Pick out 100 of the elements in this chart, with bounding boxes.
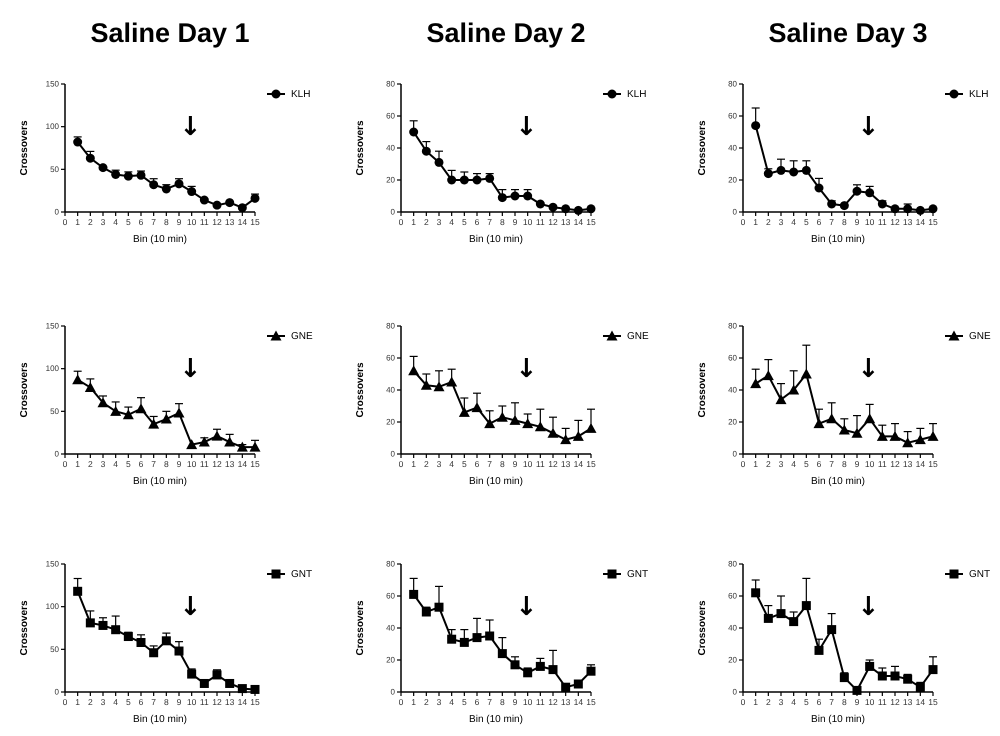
y-tick-label: 40 xyxy=(728,386,738,395)
point xyxy=(224,436,236,447)
x-tick-label: 8 xyxy=(500,459,505,469)
x-tick-label: 4 xyxy=(791,697,796,707)
point xyxy=(420,380,432,390)
x-tick-label: 10 xyxy=(522,459,533,469)
y-tick-label: 100 xyxy=(46,602,60,612)
point xyxy=(162,184,171,194)
x-tick-label: 11 xyxy=(878,217,888,227)
point xyxy=(800,368,812,378)
point xyxy=(878,672,887,680)
point xyxy=(434,158,444,167)
annotation: ↓ xyxy=(858,112,880,142)
point xyxy=(238,203,247,212)
x-tick-label: 10 xyxy=(186,459,197,469)
y-tick-label: 80 xyxy=(728,80,738,89)
y-tick-label: 20 xyxy=(386,656,396,665)
y-tick-label: 60 xyxy=(728,354,738,363)
x-tick-label: 15 xyxy=(928,217,938,227)
x-tick-label: 6 xyxy=(138,217,144,227)
x-tick-label: 5 xyxy=(804,459,809,469)
y-tick-label: 0 xyxy=(390,208,396,217)
point xyxy=(124,172,133,181)
x-tick-label: 0 xyxy=(62,459,68,469)
x-tick-label: 2 xyxy=(424,459,429,469)
y-tick-label: 80 xyxy=(386,322,396,331)
point xyxy=(174,646,184,656)
x-tick-label: 14 xyxy=(916,217,926,227)
point xyxy=(86,618,95,628)
point xyxy=(472,176,482,184)
y-tick-label: 0 xyxy=(54,688,60,697)
x-tick-label: 13 xyxy=(560,697,571,707)
point xyxy=(574,680,583,688)
point xyxy=(523,192,532,200)
point xyxy=(498,193,507,202)
x-tick-label: 5 xyxy=(804,217,809,227)
x-tick-label: 14 xyxy=(238,697,248,707)
point xyxy=(162,636,171,646)
point xyxy=(98,620,108,630)
x-tick-label: 3 xyxy=(436,217,442,227)
x-tick-label: 0 xyxy=(740,697,746,707)
x-tick-label: 8 xyxy=(842,217,847,227)
y-tick-label: 50 xyxy=(50,164,60,174)
legend-label: KLH xyxy=(291,89,310,100)
y-tick-label: 0 xyxy=(54,208,60,217)
point xyxy=(840,201,849,210)
annotation: ↓ xyxy=(180,592,202,622)
x-tick-label: 13 xyxy=(560,217,571,227)
point xyxy=(878,200,887,208)
x-tick-label: 15 xyxy=(586,459,596,469)
point xyxy=(72,374,84,384)
x-tick-label: 2 xyxy=(88,697,93,707)
x-tick-label: 5 xyxy=(126,459,131,469)
point xyxy=(212,670,222,680)
y-tick-label: 20 xyxy=(728,418,738,427)
point xyxy=(447,176,456,184)
legend-label: GNT xyxy=(291,569,312,580)
point xyxy=(572,430,584,441)
point xyxy=(814,184,824,192)
point xyxy=(236,442,248,452)
point xyxy=(852,186,862,196)
x-tick-label: 13 xyxy=(902,459,913,469)
point xyxy=(510,660,520,670)
x-tick-label: 0 xyxy=(398,459,404,469)
y-tick-label: 0 xyxy=(732,450,738,459)
y-tick-label: 80 xyxy=(728,560,738,569)
x-tick-label: 5 xyxy=(462,697,467,707)
point xyxy=(914,434,926,444)
point xyxy=(876,430,888,441)
legend-label: GNE xyxy=(969,331,991,342)
point xyxy=(751,121,760,130)
x-tick-label: 11 xyxy=(200,217,210,227)
point xyxy=(149,648,158,658)
point xyxy=(174,408,184,418)
point xyxy=(187,187,196,196)
x-tick-label: 11 xyxy=(878,459,888,469)
chart-title: Saline Day 2 xyxy=(426,18,586,48)
y-tick-label: 100 xyxy=(46,364,60,374)
y-tick-label: 20 xyxy=(728,176,738,185)
point xyxy=(764,614,773,623)
point xyxy=(447,634,456,644)
x-tick-label: 9 xyxy=(854,217,860,227)
y-axis-title: Crossovers xyxy=(355,600,366,656)
point xyxy=(212,430,222,441)
point xyxy=(136,403,146,414)
x-tick-label: 4 xyxy=(113,459,118,469)
x-tick-label: 6 xyxy=(138,459,144,469)
x-tick-label: 12 xyxy=(890,217,900,227)
x-tick-label: 12 xyxy=(548,217,558,227)
point xyxy=(916,682,925,692)
x-tick-label: 11 xyxy=(536,217,546,227)
point xyxy=(174,179,184,188)
point xyxy=(864,413,876,424)
x-tick-label: 15 xyxy=(586,217,596,227)
point xyxy=(408,365,420,376)
x-tick-label: 4 xyxy=(449,459,454,469)
x-tick-label: 9 xyxy=(512,217,518,227)
point xyxy=(198,436,210,447)
y-axis-title: Crossovers xyxy=(697,120,708,176)
x-tick-label: 3 xyxy=(436,459,442,469)
